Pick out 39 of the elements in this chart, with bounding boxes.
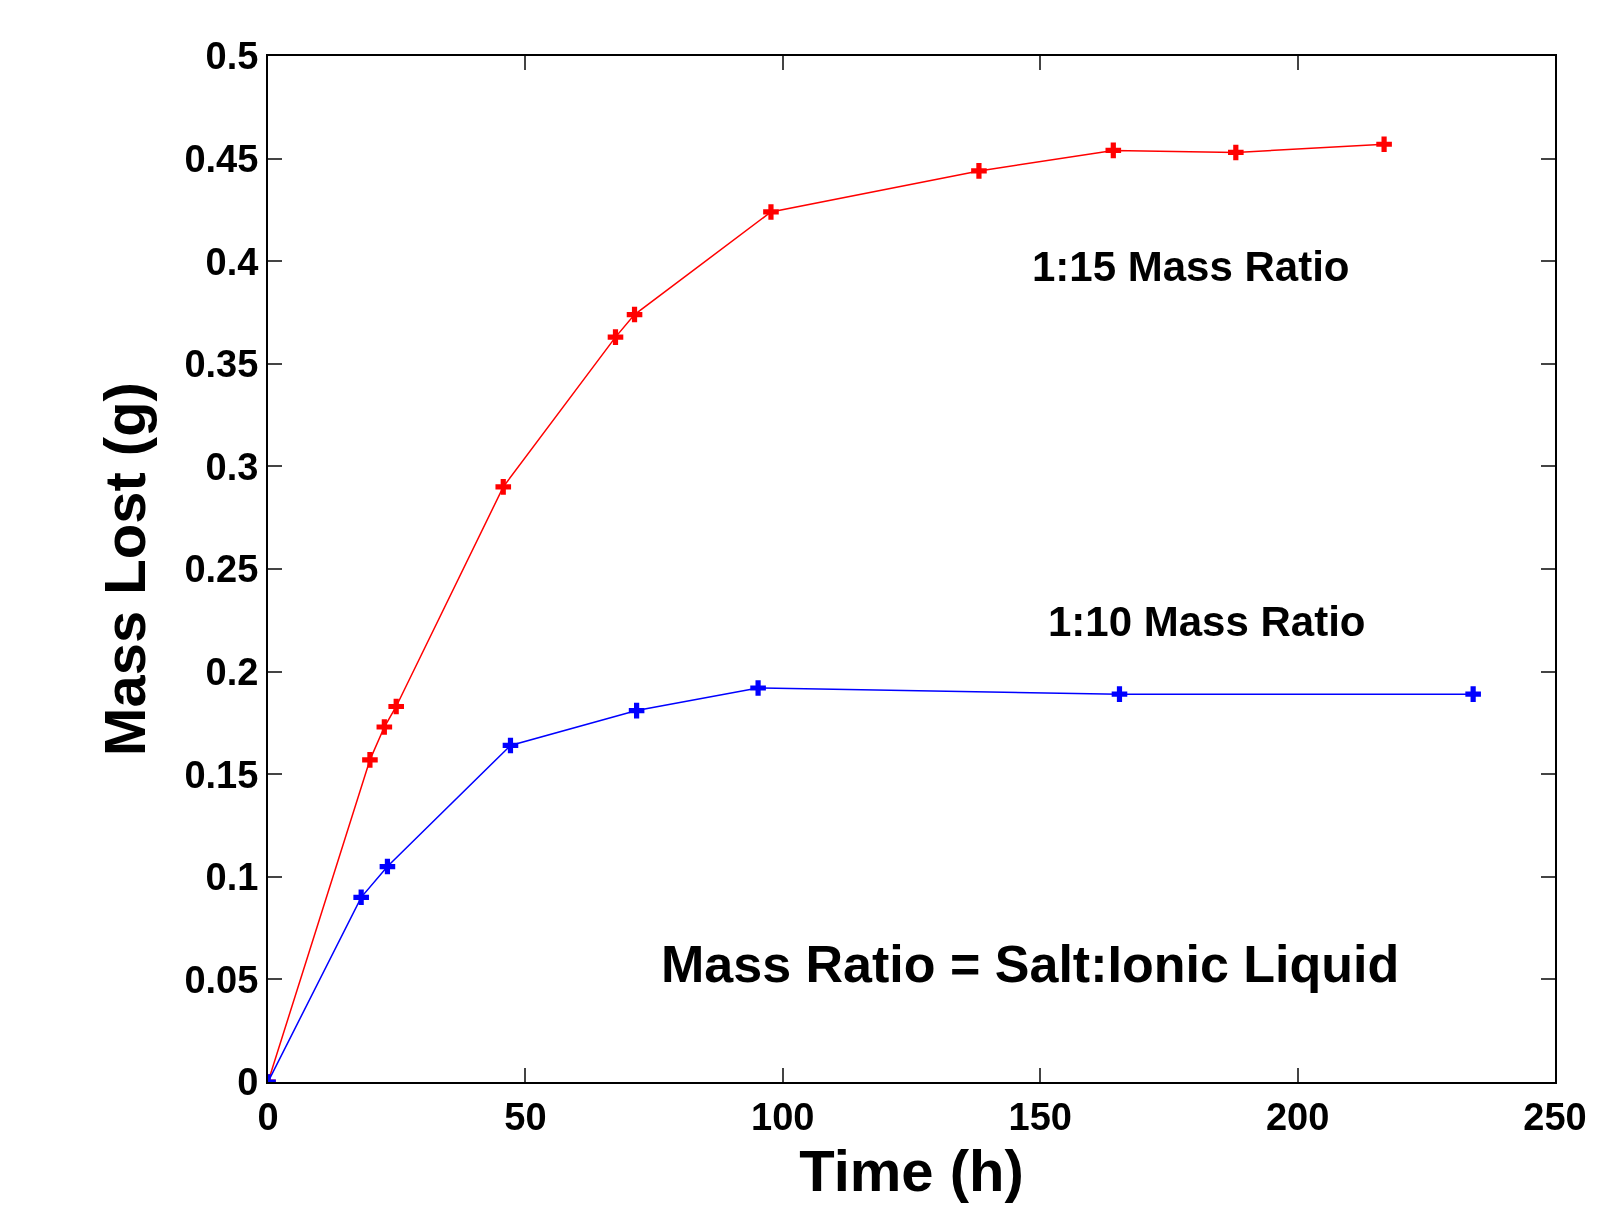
point <box>1111 686 1128 702</box>
x-tick-label: 150 <box>1008 1095 1072 1138</box>
y-tick-label: 0.45 <box>184 137 259 180</box>
x-tick-label: 100 <box>751 1095 815 1138</box>
point <box>626 306 643 323</box>
y-tick-label: 0.3 <box>205 445 259 488</box>
series-label: 1:10 Mass Ratio <box>1048 598 1366 645</box>
series-label: 1:15 Mass Ratio <box>1032 243 1350 290</box>
y-tick-label: 0.5 <box>205 35 259 78</box>
point <box>628 702 645 719</box>
x-tick-label: 200 <box>1265 1095 1330 1138</box>
y-tick-label: 0 <box>237 1061 259 1104</box>
y-tick-label: 0.25 <box>184 548 259 591</box>
y-tick-label: 0.35 <box>184 343 259 386</box>
point <box>1105 142 1122 159</box>
point <box>495 479 512 495</box>
point <box>1376 136 1392 153</box>
x-tick-label: 250 <box>1523 1095 1587 1138</box>
annotation: Mass Ratio = Salt:Ionic Liquid <box>661 935 1400 993</box>
point <box>971 163 987 179</box>
point <box>362 752 378 768</box>
y-tick-label: 0.4 <box>205 240 259 283</box>
point <box>376 719 393 735</box>
point <box>1228 144 1244 161</box>
point <box>388 698 404 715</box>
y-tick-label: 0.15 <box>184 753 259 796</box>
y-tick-label: 0.2 <box>205 650 259 693</box>
point <box>1465 686 1481 702</box>
y-tick-label: 0.1 <box>205 856 259 899</box>
y-axis-title: Mass Lost (g) <box>92 382 158 756</box>
x-tick-label: 50 <box>504 1095 547 1138</box>
point <box>353 889 369 906</box>
point <box>750 680 766 696</box>
y-tick-label: 0.05 <box>184 958 259 1001</box>
point <box>502 737 519 754</box>
point <box>607 329 624 345</box>
x-axis-title: Time (h) <box>799 1137 1024 1203</box>
point <box>379 858 396 875</box>
point <box>763 204 779 220</box>
